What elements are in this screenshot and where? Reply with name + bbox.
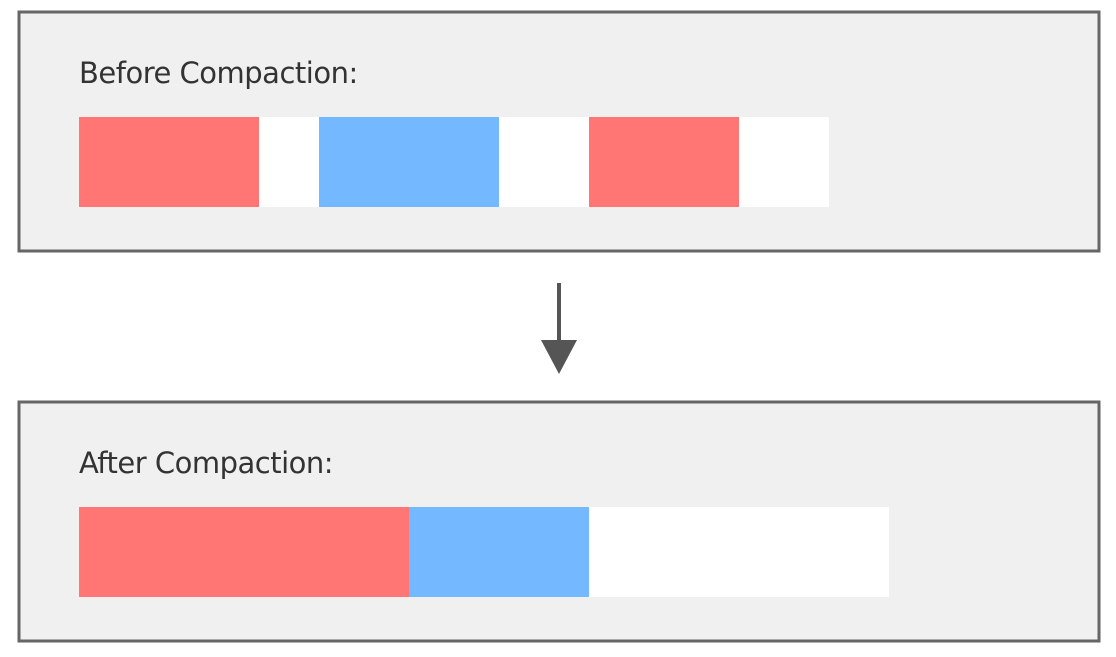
used-block — [589, 117, 739, 207]
panel-label: Before Compaction: — [79, 56, 358, 90]
free-block — [499, 117, 589, 207]
before-panel: Before Compaction: — [17, 10, 1101, 253]
free-block — [589, 507, 889, 597]
used-block — [319, 117, 499, 207]
panel-label: After Compaction: — [79, 446, 333, 480]
used-block — [79, 117, 259, 207]
used-block — [79, 507, 409, 597]
arrow — [541, 283, 577, 374]
used-block — [409, 507, 589, 597]
after-panel: After Compaction: — [17, 400, 1101, 643]
arrow-head — [541, 340, 577, 374]
free-block — [739, 117, 829, 207]
free-block — [259, 117, 319, 207]
